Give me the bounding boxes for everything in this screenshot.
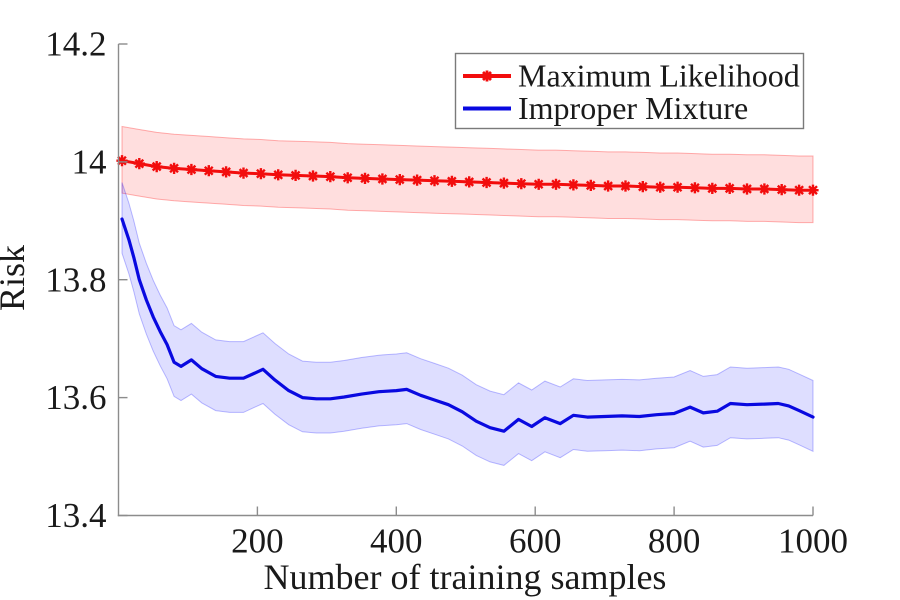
legend-label-maximum-likelihood: Maximum Likelihood	[518, 58, 800, 94]
tick-labels: 200 400 600 800 1000 13.4 13.6 13.8 14 14.2	[45, 25, 848, 561]
legend-border	[454, 52, 805, 130]
asterisk-markers-maximum-likelihood	[116, 155, 819, 196]
y-axis-label: Risk	[0, 245, 32, 311]
series-line-improper-mixture	[120, 217, 815, 433]
legend-asterisk-marker-icon	[481, 70, 493, 82]
series-markers	[116, 155, 819, 196]
confidence-band-improper-mixture	[121, 182, 814, 466]
y-tick-label: 14.2	[45, 25, 106, 64]
x-tick-label: 1000	[778, 521, 848, 560]
axes	[117, 43, 814, 517]
legend: Maximum Likelihood Improper Mixture	[454, 52, 805, 130]
x-tick-label: 400	[370, 521, 423, 560]
y-tick-label: 13.8	[45, 260, 106, 299]
x-tick-label: 200	[231, 521, 284, 560]
confidence-band-maximum-likelihood	[121, 125, 814, 224]
y-tick-label: 14	[72, 142, 107, 181]
x-axis-label: Number of training samples	[264, 557, 667, 597]
x-tick-label: 800	[648, 521, 701, 560]
y-tick-label: 13.6	[45, 378, 106, 417]
y-tick-label: 13.4	[45, 496, 106, 535]
legend-label-improper-mixture: Improper Mixture	[518, 90, 748, 126]
x-tick-label: 600	[509, 521, 562, 560]
